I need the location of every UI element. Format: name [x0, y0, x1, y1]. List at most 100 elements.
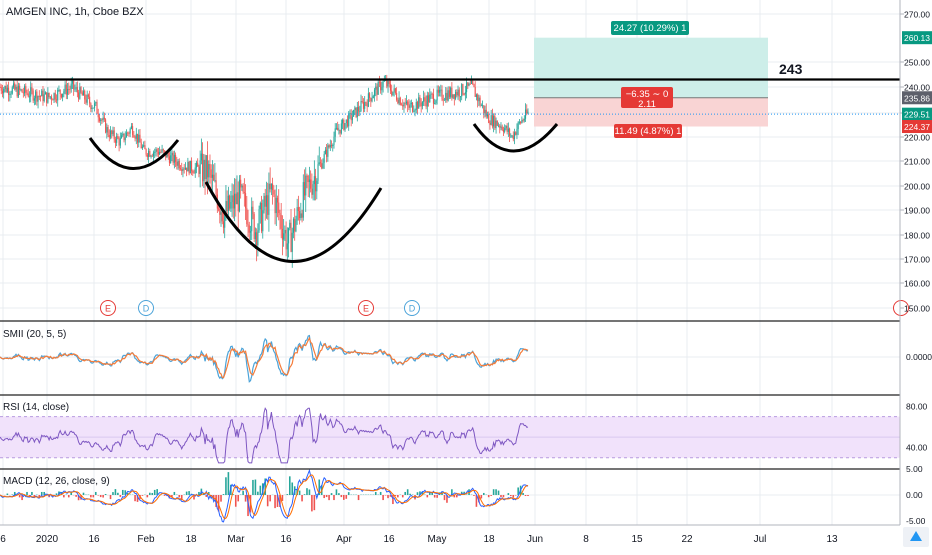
- macd-histogram-bar: [326, 495, 328, 497]
- macd-histogram-bar: [481, 495, 483, 498]
- candle-body: [51, 97, 52, 100]
- candle-body: [104, 118, 105, 120]
- smii-tick-label: 0.0000: [906, 352, 932, 362]
- candle-body: [196, 163, 197, 168]
- candle-body: [42, 91, 43, 101]
- candle-body: [115, 139, 116, 143]
- candle-body: [252, 207, 253, 214]
- candle-body: [322, 163, 323, 169]
- candle-body: [20, 89, 21, 90]
- macd-histogram-bar: [151, 493, 153, 495]
- candle-body: [12, 87, 13, 93]
- candle-body: [17, 87, 18, 97]
- candle-body: [132, 126, 133, 135]
- macd-histogram-bar: [63, 495, 65, 497]
- macd-histogram-bar: [304, 494, 306, 495]
- candle-body: [78, 92, 79, 98]
- x-tick-label: 18: [185, 534, 197, 545]
- candle-body: [110, 131, 111, 138]
- candle-body: [179, 161, 180, 168]
- candle-body: [406, 102, 407, 104]
- candle-body: [39, 96, 40, 97]
- marker-letter: D: [143, 304, 150, 314]
- candle-body: [423, 97, 424, 101]
- candle-body: [514, 132, 515, 139]
- candle-body: [407, 102, 408, 106]
- candle-body: [216, 180, 217, 194]
- y-tick-label: 270.00: [904, 10, 930, 20]
- y-tick-label: 160.00: [904, 279, 930, 289]
- candle-body: [142, 147, 143, 149]
- candle-body: [332, 145, 333, 146]
- candle-body: [476, 95, 477, 97]
- candle-body: [356, 107, 357, 117]
- candle-body: [313, 184, 314, 195]
- candle-body: [214, 180, 215, 181]
- target-label: 24.27 (10.29%) 1: [611, 21, 689, 35]
- candle-body: [109, 135, 110, 137]
- candle-body: [55, 93, 56, 99]
- candle-body: [343, 120, 344, 130]
- macd-histogram-bar: [515, 495, 517, 496]
- candle-body: [336, 128, 337, 129]
- candle-body: [152, 156, 153, 157]
- macd-histogram-bar: [358, 495, 360, 500]
- candle-body: [6, 86, 7, 92]
- macd-histogram-bar: [245, 495, 247, 502]
- candle-body: [213, 175, 214, 181]
- candle-body: [360, 101, 361, 111]
- candle-body: [376, 87, 377, 95]
- candle-body: [119, 139, 120, 146]
- rsi-title: RSI (14, close): [3, 402, 69, 413]
- macd-histogram-bar: [522, 493, 524, 495]
- settings-icon[interactable]: [903, 527, 929, 547]
- candle-body: [1, 87, 2, 91]
- macd-histogram-bar: [456, 495, 458, 497]
- candle-body: [316, 181, 317, 192]
- candle-body: [254, 214, 255, 239]
- candle-body: [154, 152, 155, 153]
- candle-body: [62, 94, 63, 98]
- macd-histogram-bar: [289, 476, 291, 495]
- macd-histogram-bar: [75, 495, 77, 497]
- candle-body: [289, 223, 290, 228]
- candle-body: [266, 195, 267, 206]
- candle-body: [426, 101, 427, 107]
- candle-body: [309, 180, 310, 183]
- macd-histogram-bar: [444, 495, 446, 500]
- macd-histogram-bar: [235, 495, 237, 507]
- candle-body: [77, 87, 78, 92]
- candle-body: [93, 108, 94, 109]
- macd-histogram-bar: [473, 495, 475, 496]
- candle-body: [40, 96, 41, 97]
- macd-histogram-bar: [242, 491, 244, 495]
- macd-histogram-bar: [527, 495, 529, 496]
- y-tick-label: 170.00: [904, 255, 930, 265]
- candle-body: [186, 168, 187, 172]
- macd-histogram-bar: [19, 495, 21, 497]
- candle-body: [279, 213, 280, 215]
- macd-histogram-bar: [11, 494, 13, 495]
- candle-body: [424, 97, 425, 100]
- x-tick-label: 8: [583, 534, 589, 545]
- candle-body: [149, 151, 150, 157]
- macd-histogram-bar: [154, 490, 156, 495]
- candle-body: [526, 110, 527, 114]
- macd-histogram-bar: [311, 495, 313, 511]
- candle-body: [429, 95, 430, 103]
- candle-body: [247, 224, 248, 225]
- x-tick-label: 2020: [36, 534, 59, 545]
- candle-body: [2, 91, 3, 94]
- candle-body: [364, 102, 365, 109]
- macd-histogram-bar: [333, 495, 335, 500]
- macd-histogram-bar: [407, 489, 409, 495]
- candle-body: [44, 94, 45, 101]
- candle-body: [143, 145, 144, 147]
- macd-histogram-bar: [257, 492, 259, 495]
- macd-histogram-bar: [392, 495, 394, 504]
- candle-body: [467, 82, 468, 85]
- position-zones[interactable]: [534, 38, 768, 127]
- candle-body: [155, 149, 156, 152]
